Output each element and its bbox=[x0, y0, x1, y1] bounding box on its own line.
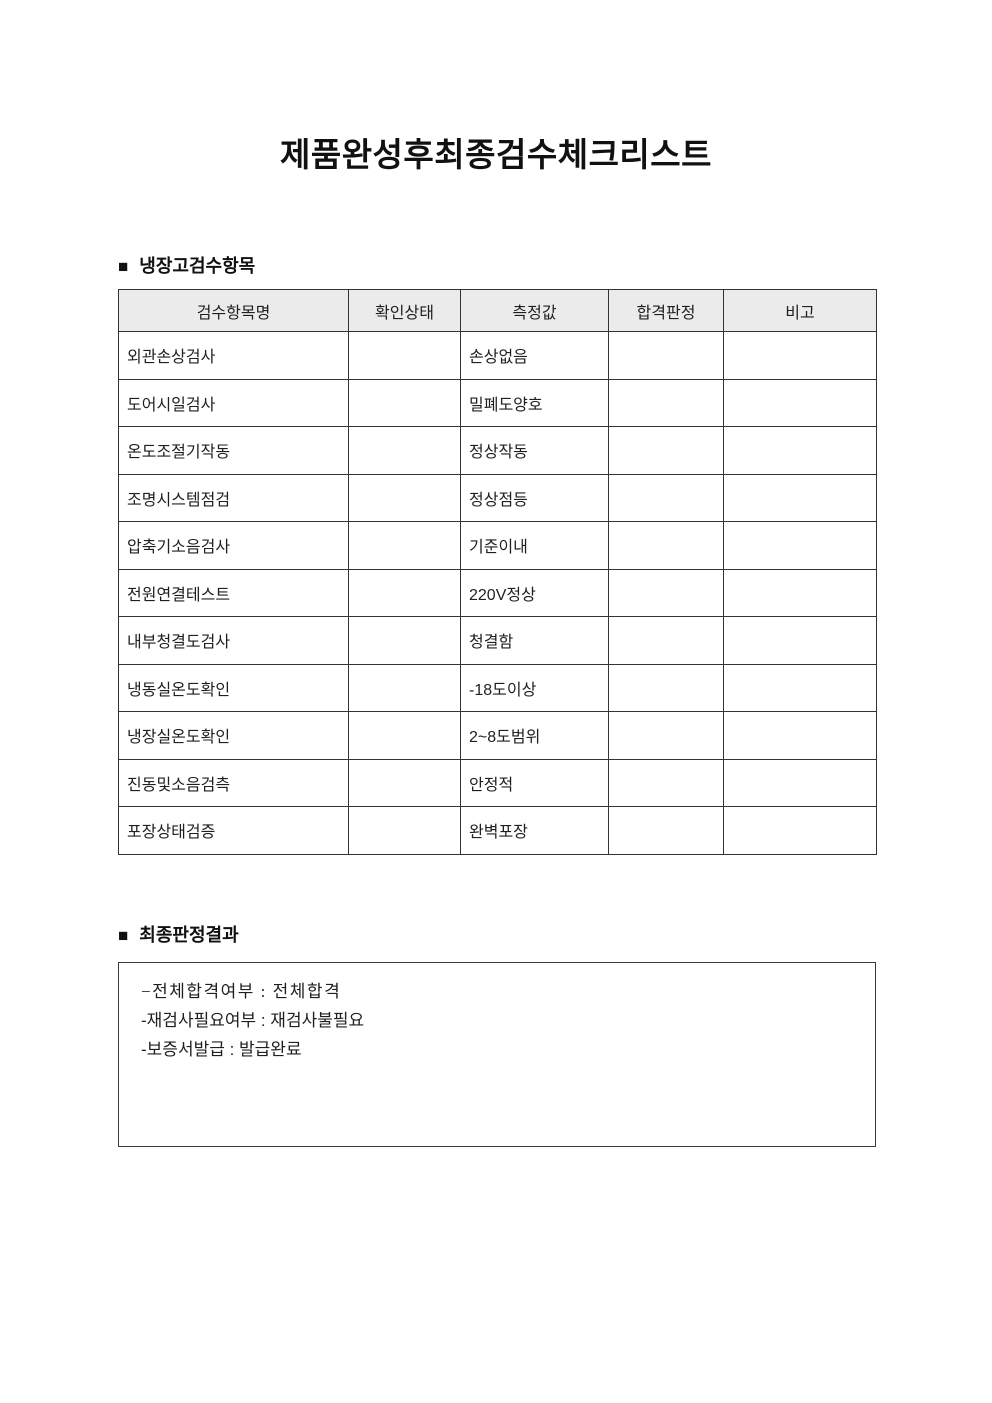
column-header-pass-judgment: 합격판정 bbox=[608, 289, 724, 332]
cell-pass-judgment bbox=[608, 663, 724, 712]
column-header-measured-value: 측정값 bbox=[460, 289, 609, 332]
column-header-check-status: 확인상태 bbox=[348, 289, 461, 332]
cell-item-name: 도어시일검사 bbox=[118, 378, 349, 427]
cell-note bbox=[723, 663, 877, 712]
table-row: 내부청결도검사 청결함 bbox=[118, 616, 877, 665]
cell-pass-judgment bbox=[608, 331, 724, 380]
table-row: 냉동실온도확인 -18도이상 bbox=[118, 663, 877, 712]
cell-item-name: 조명시스템점검 bbox=[118, 473, 349, 522]
cell-check-status bbox=[348, 378, 461, 427]
cell-item-name: 전원연결테스트 bbox=[118, 568, 349, 617]
section-heading-inspection-items: ■ 냉장고검수항목 bbox=[118, 252, 255, 278]
cell-pass-judgment bbox=[608, 378, 724, 427]
cell-measured-value: 청결함 bbox=[460, 616, 609, 665]
cell-check-status bbox=[348, 568, 461, 617]
table-row: 냉장실온도확인 2~8도범위 bbox=[118, 711, 877, 760]
table-header-row: 검수항목명 확인상태 측정값 합격판정 비고 bbox=[118, 289, 877, 332]
cell-note bbox=[723, 616, 877, 665]
cell-check-status bbox=[348, 473, 461, 522]
cell-check-status bbox=[348, 663, 461, 712]
cell-note bbox=[723, 568, 877, 617]
cell-measured-value: 정상작동 bbox=[460, 426, 609, 475]
cell-pass-judgment bbox=[608, 806, 724, 855]
cell-measured-value: 기준이내 bbox=[460, 521, 609, 570]
cell-item-name: 포장상태검증 bbox=[118, 806, 349, 855]
cell-note bbox=[723, 473, 877, 522]
cell-item-name: 내부청결도검사 bbox=[118, 616, 349, 665]
table-row: 외관손상검사 손상없음 bbox=[118, 331, 877, 380]
section-title-final-result: 최종판정결과 bbox=[139, 925, 239, 945]
column-header-item-name: 검수항목명 bbox=[118, 289, 349, 332]
cell-measured-value: 손상없음 bbox=[460, 331, 609, 380]
cell-measured-value: 2~8도범위 bbox=[460, 711, 609, 760]
cell-measured-value: 밀폐도양호 bbox=[460, 378, 609, 427]
table-row: 도어시일검사 밀폐도양호 bbox=[118, 378, 877, 427]
cell-check-status bbox=[348, 806, 461, 855]
cell-pass-judgment bbox=[608, 616, 724, 665]
cell-measured-value: 정상점등 bbox=[460, 473, 609, 522]
final-result-box: −전체합격여부 : 전체합격 -재검사필요여부 : 재검사불필요 -보증서발급 … bbox=[118, 962, 876, 1147]
cell-item-name: 진동및소음검측 bbox=[118, 758, 349, 807]
cell-note bbox=[723, 711, 877, 760]
cell-note bbox=[723, 806, 877, 855]
cell-check-status bbox=[348, 426, 461, 475]
cell-note bbox=[723, 426, 877, 475]
cell-check-status bbox=[348, 616, 461, 665]
column-header-note: 비고 bbox=[723, 289, 877, 332]
cell-check-status bbox=[348, 758, 461, 807]
cell-item-name: 외관손상검사 bbox=[118, 331, 349, 380]
cell-item-name: 압축기소음검사 bbox=[118, 521, 349, 570]
table-row: 전원연결테스트 220V정상 bbox=[118, 568, 877, 617]
cell-check-status bbox=[348, 711, 461, 760]
cell-pass-judgment bbox=[608, 426, 724, 475]
cell-note bbox=[723, 378, 877, 427]
cell-measured-value: 안정적 bbox=[460, 758, 609, 807]
cell-pass-judgment bbox=[608, 758, 724, 807]
black-square-bullet-icon: ■ bbox=[118, 925, 129, 945]
section-title-inspection-items: 냉장고검수항목 bbox=[139, 256, 256, 276]
cell-item-name: 냉장실온도확인 bbox=[118, 711, 349, 760]
cell-pass-judgment bbox=[608, 473, 724, 522]
cell-item-name: 냉동실온도확인 bbox=[118, 663, 349, 712]
table-row: 포장상태검증 완벽포장 bbox=[118, 806, 877, 855]
result-line-warranty-issue: -보증서발급 : 발급완료 bbox=[141, 1040, 302, 1059]
table-row: 진동및소음검측 안정적 bbox=[118, 758, 877, 807]
black-square-bullet-icon: ■ bbox=[118, 256, 129, 276]
cell-measured-value: -18도이상 bbox=[460, 663, 609, 712]
section-heading-final-result: ■ 최종판정결과 bbox=[118, 921, 239, 947]
cell-check-status bbox=[348, 331, 461, 380]
cell-measured-value: 완벽포장 bbox=[460, 806, 609, 855]
cell-note bbox=[723, 758, 877, 807]
document-title: 제품완성후최종검수체크리스트 bbox=[279, 136, 713, 173]
table-row: 온도조절기작동 정상작동 bbox=[118, 426, 877, 475]
table-row: 압축기소음검사 기준이내 bbox=[118, 521, 877, 570]
table-row: 조명시스템점검 정상점등 bbox=[118, 473, 877, 522]
result-line-overall-pass: −전체합격여부 : 전체합격 bbox=[141, 982, 342, 1001]
cell-pass-judgment bbox=[608, 568, 724, 617]
cell-note bbox=[723, 521, 877, 570]
cell-pass-judgment bbox=[608, 711, 724, 760]
cell-measured-value: 220V정상 bbox=[460, 568, 609, 617]
cell-pass-judgment bbox=[608, 521, 724, 570]
cell-check-status bbox=[348, 521, 461, 570]
cell-note bbox=[723, 331, 877, 380]
cell-item-name: 온도조절기작동 bbox=[118, 426, 349, 475]
result-line-reinspection: -재검사필요여부 : 재검사불필요 bbox=[141, 1011, 365, 1030]
